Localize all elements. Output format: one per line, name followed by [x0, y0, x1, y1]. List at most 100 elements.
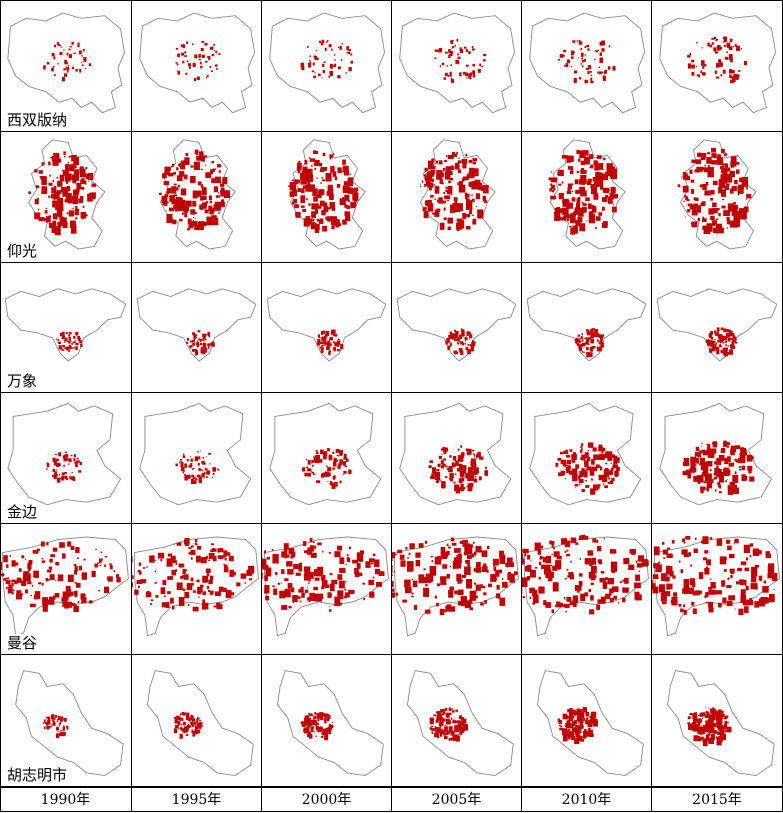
urban-patch	[25, 573, 31, 581]
urban-patch	[182, 213, 184, 215]
urban-patch	[197, 77, 200, 81]
urban-patch	[54, 199, 56, 201]
urban-patch	[586, 467, 590, 470]
urban-patch	[563, 462, 567, 466]
urban-patch	[435, 199, 436, 200]
urban-patch	[479, 476, 482, 480]
urban-patch	[337, 349, 340, 351]
urban-patch	[544, 565, 551, 575]
urban-patch	[460, 49, 463, 53]
urban-patch	[448, 49, 451, 53]
urban-patch	[662, 542, 664, 545]
urban-patch	[323, 70, 325, 73]
urban-patch	[316, 480, 320, 483]
urban-patch	[184, 538, 189, 545]
urban-patch	[443, 192, 445, 194]
urban-patch	[290, 182, 296, 191]
urban-patch	[303, 186, 306, 189]
urban-patch	[582, 489, 585, 492]
urban-patch	[49, 726, 52, 728]
map-phnompenh-3	[392, 393, 522, 524]
urban-patch	[476, 206, 477, 207]
urban-patch	[0, 562, 2, 570]
urban-patch	[307, 587, 308, 588]
urban-patch	[321, 182, 322, 184]
urban-patch	[64, 73, 67, 76]
urban-patch	[317, 542, 321, 545]
urban-patch	[295, 180, 300, 184]
urban-patch	[725, 344, 727, 346]
urban-patch	[428, 183, 434, 188]
urban-patch	[684, 610, 687, 615]
urban-patch	[738, 193, 739, 195]
urban-patch	[83, 57, 86, 62]
urban-patch	[539, 558, 541, 560]
urban-patch	[598, 446, 603, 451]
urban-patch	[199, 718, 200, 719]
urban-patch	[727, 601, 733, 606]
urban-patch	[184, 175, 187, 180]
urban-patch	[723, 328, 726, 332]
urban-patch	[306, 467, 308, 468]
urban-patch	[140, 579, 146, 583]
urban-patch	[460, 469, 465, 477]
urban-patch	[59, 52, 62, 55]
urban-patch	[616, 467, 620, 471]
urban-patch	[62, 336, 65, 340]
urban-patch	[207, 201, 208, 203]
urban-patch	[6, 587, 8, 589]
urban-patch	[208, 346, 210, 349]
urban-patch	[52, 201, 57, 208]
urban-patch	[493, 559, 499, 566]
urban-patch	[435, 186, 440, 193]
urban-patch	[346, 46, 349, 50]
urban-patch	[55, 593, 60, 598]
urban-patch	[682, 538, 685, 542]
urban-patch	[746, 187, 748, 189]
admin-boundary	[16, 671, 123, 776]
urban-patch	[580, 481, 581, 482]
urban-patch	[68, 350, 70, 352]
urban-patch	[724, 168, 730, 172]
urban-patch	[704, 228, 711, 234]
urban-patch	[472, 450, 474, 452]
urban-patch	[582, 351, 583, 353]
urban-patch	[66, 586, 71, 592]
urban-patch	[75, 340, 77, 341]
urban-patch	[191, 459, 193, 462]
urban-patch	[580, 48, 582, 50]
urban-patch	[196, 153, 198, 155]
urban-patch	[718, 482, 720, 485]
urban-patch	[447, 65, 448, 67]
urban-patch	[565, 715, 568, 719]
urban-patch	[719, 344, 721, 346]
map-bangkok-2	[262, 524, 392, 655]
urban-patch	[162, 580, 166, 585]
urban-patch	[99, 565, 101, 567]
urban-patch	[392, 557, 393, 562]
urban-patch	[569, 156, 573, 162]
urban-patch	[327, 40, 329, 41]
urban-patch	[311, 472, 312, 473]
urban-patch	[181, 188, 187, 195]
urban-patch	[710, 198, 713, 201]
urban-patch	[362, 583, 365, 585]
urban-patch	[698, 453, 701, 457]
urban-patch	[739, 466, 741, 468]
urban-patch	[585, 197, 590, 201]
urban-patch	[730, 575, 732, 578]
map-xishuangbanna-4	[522, 0, 652, 132]
urban-patch	[700, 713, 704, 717]
urban-patch	[447, 468, 449, 471]
map-phnompenh-0: 金边	[0, 393, 132, 524]
urban-patch	[455, 45, 456, 47]
urban-patch	[349, 67, 352, 71]
urban-patch	[653, 574, 659, 579]
urban-patch	[334, 475, 336, 478]
urban-patch	[685, 536, 690, 540]
urban-patch	[216, 195, 220, 197]
urban-patch	[180, 459, 182, 461]
urban-patch	[318, 342, 321, 346]
urban-patch	[187, 459, 189, 462]
urban-patch	[435, 596, 437, 599]
